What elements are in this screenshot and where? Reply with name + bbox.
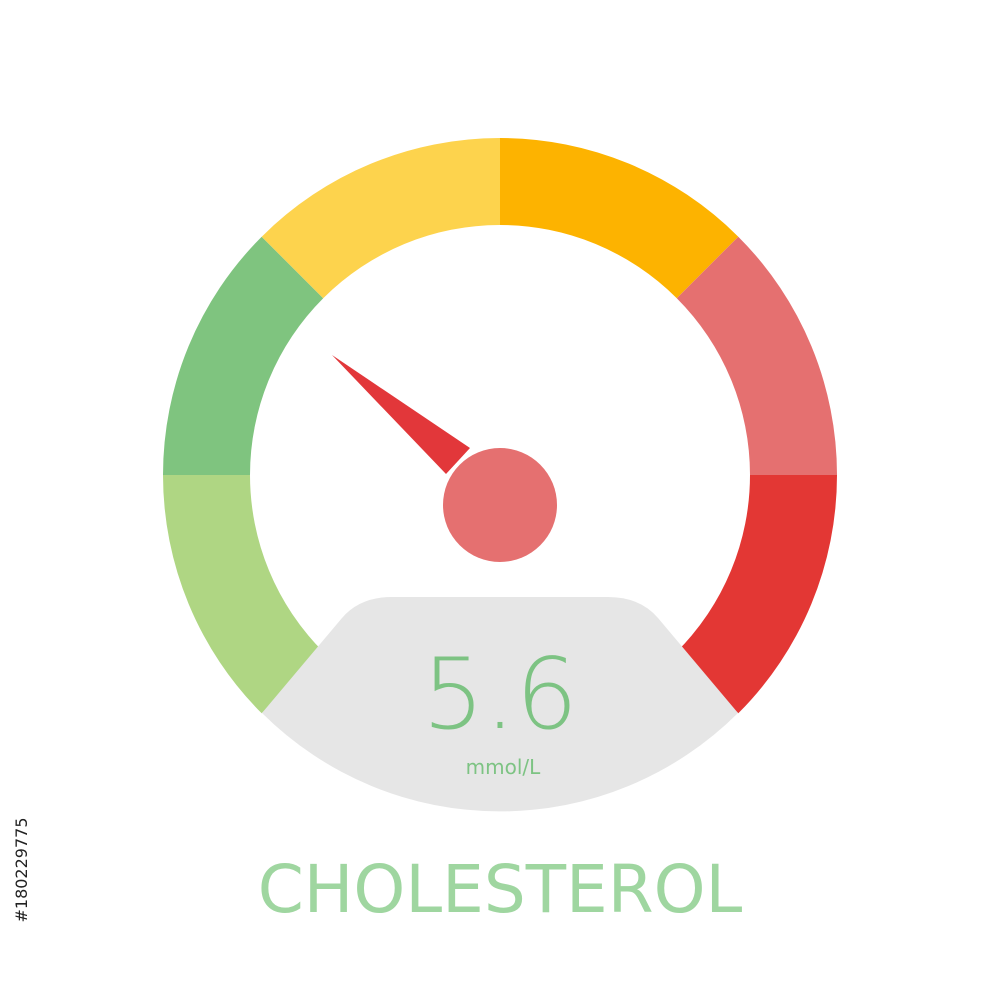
needle-hub bbox=[443, 448, 557, 562]
gauge-unit: mmol/L bbox=[466, 755, 541, 779]
gauge-segment bbox=[163, 475, 324, 714]
gauge-segment bbox=[261, 138, 500, 299]
gauge-value: 5.6 bbox=[422, 638, 578, 752]
title: CHOLESTEROL bbox=[258, 851, 743, 928]
gauge-segment bbox=[500, 138, 739, 299]
needle bbox=[332, 355, 470, 474]
gauge-segment bbox=[163, 236, 324, 475]
gauge-segment bbox=[676, 236, 837, 475]
readout-panel bbox=[262, 597, 738, 812]
image-id: #180229775 bbox=[12, 817, 31, 922]
gauge-segment bbox=[676, 475, 837, 714]
gauge-ring bbox=[163, 138, 837, 714]
